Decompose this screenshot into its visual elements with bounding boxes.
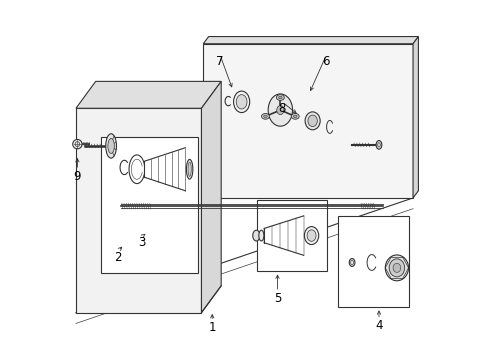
Ellipse shape [263, 115, 267, 118]
Ellipse shape [261, 113, 269, 119]
Ellipse shape [388, 259, 404, 277]
Polygon shape [412, 37, 418, 198]
Ellipse shape [392, 264, 400, 273]
Ellipse shape [105, 134, 116, 158]
Text: 4: 4 [374, 319, 382, 332]
Ellipse shape [252, 230, 260, 241]
Polygon shape [203, 44, 412, 198]
Ellipse shape [293, 115, 296, 118]
Polygon shape [76, 108, 201, 313]
Polygon shape [201, 81, 221, 313]
Ellipse shape [278, 96, 282, 99]
Ellipse shape [305, 112, 320, 130]
Polygon shape [101, 137, 198, 273]
Ellipse shape [291, 113, 299, 119]
Polygon shape [203, 37, 418, 44]
Ellipse shape [258, 230, 264, 241]
Ellipse shape [306, 230, 315, 241]
Ellipse shape [377, 143, 380, 147]
Ellipse shape [307, 115, 317, 127]
Ellipse shape [385, 255, 407, 281]
Ellipse shape [276, 95, 284, 100]
Text: 8: 8 [278, 102, 285, 115]
Text: 9: 9 [74, 170, 81, 183]
Ellipse shape [187, 162, 191, 176]
Ellipse shape [186, 159, 192, 179]
Text: 7: 7 [216, 55, 224, 68]
Polygon shape [76, 81, 221, 108]
Text: 1: 1 [208, 321, 216, 334]
Ellipse shape [233, 91, 249, 113]
Ellipse shape [304, 226, 318, 244]
Circle shape [73, 139, 82, 149]
Text: 6: 6 [322, 55, 329, 68]
Text: 5: 5 [273, 292, 281, 305]
Ellipse shape [348, 258, 354, 266]
Ellipse shape [236, 95, 246, 109]
Text: 3: 3 [138, 236, 146, 249]
Text: 2: 2 [114, 251, 122, 264]
Ellipse shape [276, 105, 284, 114]
Ellipse shape [108, 138, 114, 153]
Ellipse shape [375, 140, 381, 149]
Polygon shape [257, 200, 326, 271]
Polygon shape [337, 216, 408, 307]
Ellipse shape [267, 94, 292, 126]
